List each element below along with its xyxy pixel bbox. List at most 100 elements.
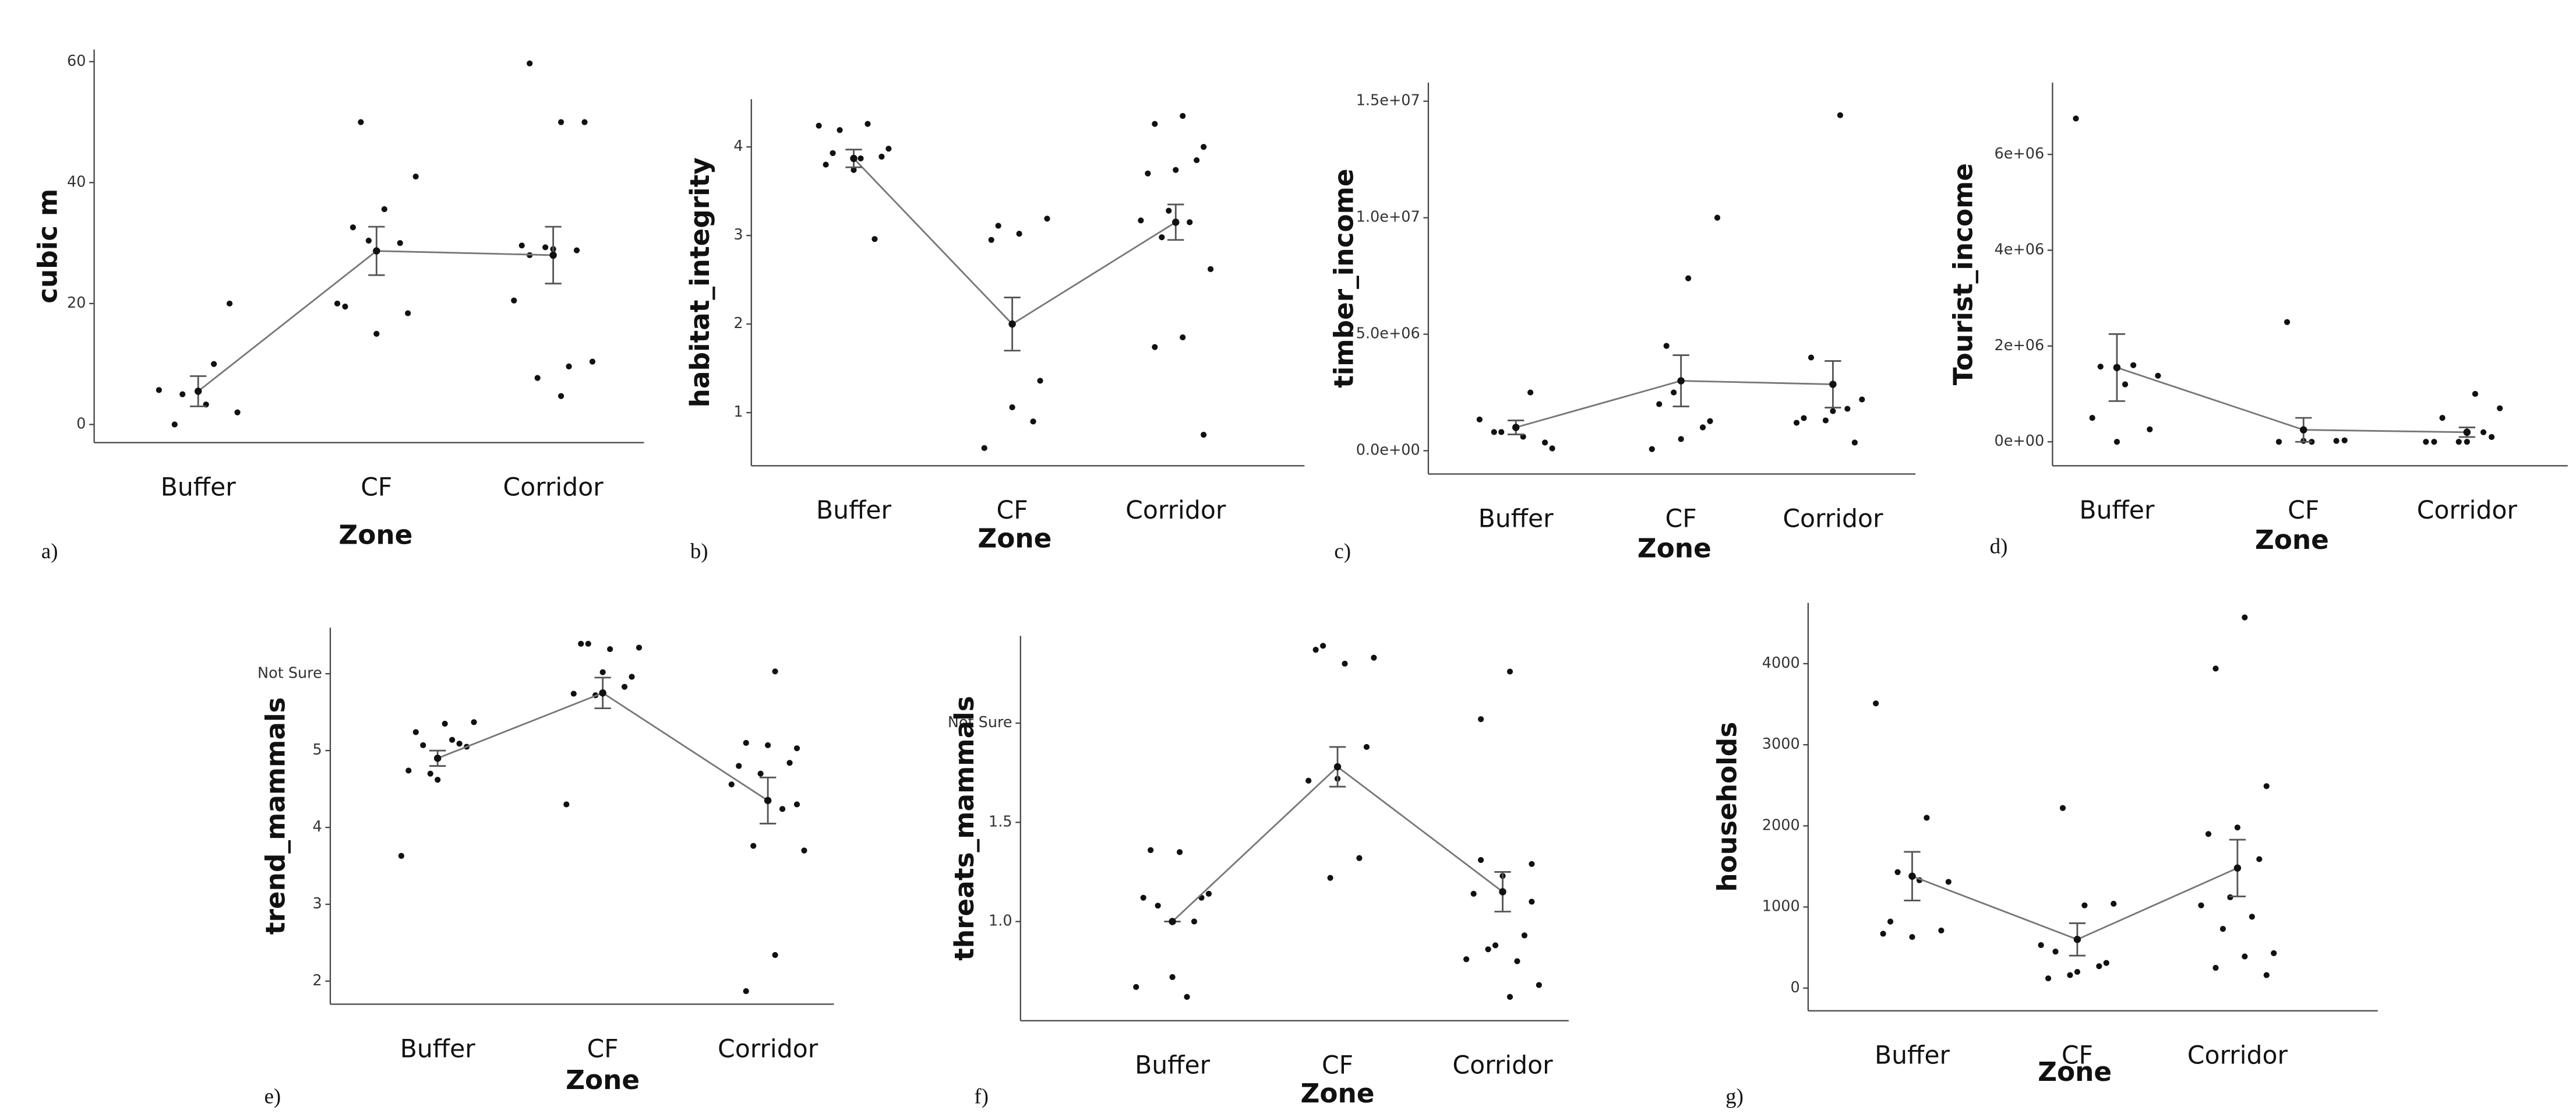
data-point bbox=[2111, 900, 2117, 907]
data-point bbox=[2242, 614, 2248, 621]
panel-label: b) bbox=[690, 539, 708, 563]
data-point bbox=[1180, 334, 1186, 341]
data-point bbox=[566, 363, 572, 369]
x-tick-label: CF bbox=[2062, 1042, 2093, 1070]
data-point bbox=[636, 644, 643, 651]
data-point bbox=[858, 155, 864, 162]
data-point bbox=[995, 223, 1001, 229]
mean-point bbox=[1512, 424, 1520, 431]
data-point bbox=[1880, 931, 1886, 937]
data-point bbox=[1356, 855, 1363, 861]
x-tick-label: Corridor bbox=[1783, 505, 1883, 533]
data-point bbox=[599, 669, 606, 675]
data-point bbox=[589, 358, 596, 365]
mean-line bbox=[2116, 367, 2467, 434]
data-point bbox=[1363, 744, 1370, 750]
data-point bbox=[2059, 805, 2066, 811]
data-point bbox=[1844, 406, 1851, 412]
data-point bbox=[864, 121, 871, 127]
y-axis-title: habitat_integrity bbox=[684, 157, 715, 407]
data-point bbox=[2147, 426, 2153, 432]
mean-line bbox=[1911, 867, 2238, 940]
data-point bbox=[1037, 378, 1043, 384]
mean-point bbox=[1169, 918, 1176, 925]
y-tick-label: 0.0e+00 bbox=[1356, 442, 1420, 459]
data-point bbox=[585, 640, 591, 647]
data-point bbox=[1837, 112, 1843, 118]
data-point bbox=[2130, 362, 2137, 368]
x-axis-title: Zone bbox=[978, 523, 1051, 554]
data-point bbox=[793, 745, 800, 752]
data-point bbox=[542, 244, 549, 251]
data-point bbox=[1485, 946, 1491, 953]
data-point bbox=[1030, 418, 1036, 425]
data-point bbox=[557, 393, 564, 399]
mean-point bbox=[850, 154, 858, 163]
data-point bbox=[350, 224, 357, 231]
x-tick-label: CF bbox=[361, 474, 392, 502]
mean-point bbox=[194, 387, 202, 395]
x-axis-title: Zone bbox=[1638, 533, 1712, 563]
data-point bbox=[878, 153, 885, 160]
x-axis-title: Zone bbox=[1300, 1078, 1374, 1109]
mean-point bbox=[1499, 888, 1506, 896]
data-point bbox=[2096, 963, 2102, 970]
y-tick-label: 20 bbox=[67, 294, 86, 312]
data-point bbox=[1133, 984, 1139, 990]
data-point bbox=[226, 300, 233, 307]
x-tick-label: Corridor bbox=[1452, 1052, 1553, 1080]
data-point bbox=[772, 952, 778, 959]
data-point bbox=[1470, 890, 1477, 897]
x-tick-label: CF bbox=[587, 1035, 619, 1063]
data-point bbox=[2097, 364, 2104, 370]
data-point bbox=[1894, 869, 1901, 875]
data-point bbox=[2212, 665, 2219, 672]
mean-point bbox=[1829, 380, 1837, 388]
y-tick-label: 40 bbox=[67, 173, 86, 191]
data-point bbox=[1663, 343, 1670, 349]
data-point bbox=[397, 240, 403, 246]
data-point bbox=[2155, 372, 2161, 379]
data-point bbox=[736, 763, 742, 769]
y-tick-label: 2e+06 bbox=[1994, 337, 2044, 354]
data-point bbox=[1476, 416, 1483, 423]
x-tick-label: CF bbox=[997, 496, 1028, 525]
mean-point bbox=[2113, 364, 2121, 372]
data-point bbox=[757, 770, 764, 777]
mean-point bbox=[2233, 864, 2242, 872]
x-tick-label: Corridor bbox=[2187, 1042, 2288, 1070]
y-axis-title: cubic m bbox=[33, 189, 63, 304]
data-point bbox=[793, 801, 800, 808]
data-point bbox=[2263, 783, 2270, 790]
data-point bbox=[1685, 275, 1692, 281]
data-point bbox=[1536, 982, 1542, 988]
data-point bbox=[358, 119, 364, 125]
x-tick-label: Corridor bbox=[1125, 496, 1226, 525]
data-point bbox=[1859, 396, 1865, 403]
y-tick-label: 4000 bbox=[1762, 654, 1800, 672]
data-point bbox=[557, 119, 564, 125]
data-point bbox=[2455, 439, 2462, 445]
data-point bbox=[2089, 415, 2095, 421]
data-point bbox=[435, 777, 441, 783]
x-tick-label: CF bbox=[1665, 505, 1697, 533]
x-axis-title: Zone bbox=[2038, 1056, 2112, 1087]
data-point bbox=[830, 150, 836, 156]
data-point bbox=[2423, 439, 2429, 445]
data-point bbox=[607, 646, 613, 653]
x-tick-label: Buffer bbox=[1135, 1052, 1211, 1080]
data-point bbox=[2431, 439, 2437, 445]
data-point bbox=[2103, 960, 2109, 966]
data-point bbox=[871, 236, 878, 242]
panel-label: g) bbox=[1725, 1084, 1744, 1108]
mean-point bbox=[373, 247, 380, 255]
data-point bbox=[373, 330, 380, 337]
data-point bbox=[1016, 231, 1022, 237]
x-tick-label: Buffer bbox=[400, 1035, 476, 1063]
data-point bbox=[1184, 993, 1190, 1000]
data-point bbox=[1159, 234, 1165, 241]
data-point bbox=[837, 127, 843, 133]
mean-point bbox=[1008, 320, 1016, 328]
